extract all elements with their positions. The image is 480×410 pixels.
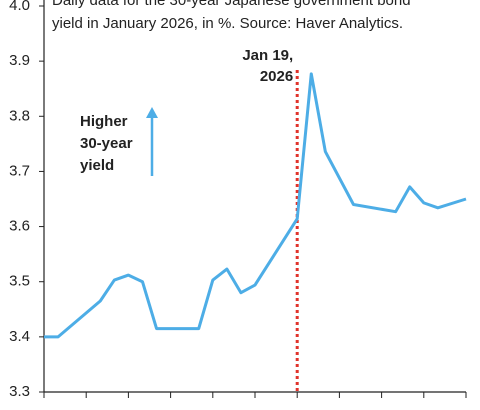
event-label: 2026 [260, 68, 293, 85]
note-arrow-head [146, 107, 158, 118]
event-label: Jan 19, [242, 47, 293, 64]
y-tick-label: 3.5 [9, 273, 30, 290]
note-label: yield [80, 157, 114, 174]
y-tick-label: 3.6 [9, 218, 30, 235]
y-tick-label: 3.8 [9, 107, 30, 124]
subtitle-line: Daily data for the 30-year Japanese gove… [52, 0, 411, 9]
y-tick-label: 3.9 [9, 52, 30, 69]
y-tick-label: 3.3 [9, 383, 30, 400]
y-tick-label: 3.4 [9, 328, 30, 345]
note-label: 30-year [80, 135, 133, 152]
y-tick-label: 3.7 [9, 162, 30, 179]
data-line [44, 72, 467, 339]
y-tick-label: 4.0 [9, 0, 30, 14]
note-label: Higher [80, 113, 128, 130]
subtitle-line: yield in January 2026, in %. Source: Hav… [52, 15, 403, 32]
